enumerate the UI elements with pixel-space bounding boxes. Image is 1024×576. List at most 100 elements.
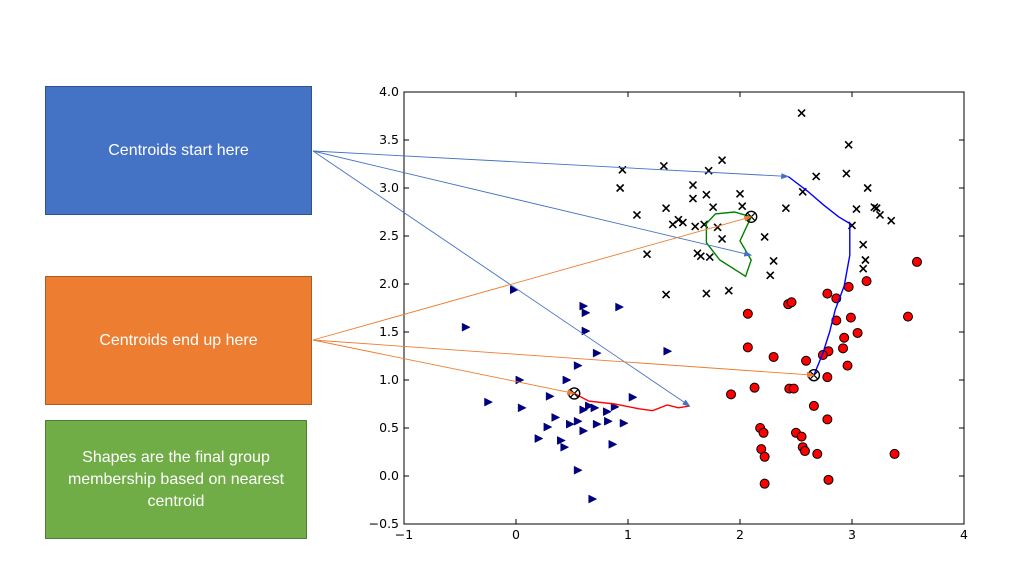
- x-marker-point: [662, 204, 671, 213]
- triangle-marker-point: [592, 348, 602, 358]
- x-marker-point: [616, 183, 625, 193]
- circle-marker-point: [801, 355, 812, 366]
- x-marker-point: [709, 203, 718, 212]
- y-tick-label: 3.0: [379, 180, 399, 195]
- circle-marker-point: [903, 311, 913, 322]
- triangle-marker-point: [619, 418, 629, 428]
- triangle-marker-point: [543, 422, 553, 432]
- x-marker-point: [718, 156, 727, 165]
- circle-marker-point: [796, 431, 807, 442]
- start-arrow: [312, 150, 753, 257]
- x-marker-point: [724, 286, 733, 295]
- triangle-marker-point: [551, 413, 561, 422]
- circle-marker-point: [742, 308, 753, 319]
- triangle-marker-point: [663, 346, 673, 356]
- circle-marker-point: [749, 382, 760, 393]
- start-arrow: [312, 150, 691, 407]
- circle-marker-point: [843, 281, 854, 292]
- triangle-marker-point: [585, 401, 594, 411]
- y-tick-label: 1.5: [379, 324, 399, 339]
- triangle-marker-point: [560, 442, 570, 452]
- triangle-marker-point: [557, 436, 566, 445]
- circle-marker-point: [759, 478, 770, 489]
- x-marker-point: [738, 202, 747, 211]
- x-marker-point: [870, 203, 879, 212]
- x-marker-point: [812, 172, 821, 181]
- centroid-path: [787, 175, 851, 376]
- circle-marker-point: [842, 360, 853, 371]
- x-marker-point: [781, 204, 790, 213]
- circle-marker-point: [852, 327, 863, 338]
- end-arrow: [312, 339, 815, 378]
- triangle-marker-point: [608, 439, 618, 449]
- x-marker-point: [766, 271, 775, 280]
- y-tick-label: 4.0: [379, 84, 399, 99]
- x-marker-point: [875, 210, 885, 219]
- y-tick-label: −0.5: [369, 516, 399, 531]
- triangle-marker-point: [581, 326, 591, 336]
- centroids-end-label: Centroids end up here: [99, 331, 258, 349]
- triangle-marker-point: [573, 361, 583, 371]
- triangle-marker-point: [534, 434, 544, 443]
- circle-marker-point: [822, 288, 833, 299]
- x-marker-point: [713, 223, 722, 232]
- triangle-marker-point: [602, 407, 612, 417]
- x-marker-point: [662, 290, 671, 299]
- triangle-marker-point: [615, 302, 625, 312]
- x-marker-point: [735, 189, 745, 198]
- x-marker-point: [659, 161, 668, 170]
- triangle-marker-point: [604, 416, 613, 426]
- circle-marker-point: [822, 372, 833, 383]
- circle-marker-point: [911, 256, 922, 267]
- triangle-marker-point: [581, 308, 591, 318]
- circle-marker-point: [799, 446, 810, 457]
- triangle-marker-point: [517, 403, 527, 413]
- circle-marker-point: [845, 312, 856, 323]
- shapes-membership-label: Shapes are the final group membership ba…: [67, 448, 285, 510]
- triangle-marker-point: [484, 397, 494, 407]
- circle-marker-point: [839, 332, 850, 343]
- x-marker-point: [702, 190, 711, 199]
- triangle-marker-point: [562, 375, 572, 385]
- triangle-marker-point: [461, 322, 471, 332]
- x-marker-point: [696, 252, 705, 261]
- x-marker-point: [668, 220, 677, 229]
- circle-marker-point: [788, 383, 799, 394]
- y-tick-label: 0.5: [379, 420, 399, 435]
- circle-marker-point: [823, 474, 834, 485]
- triangle-marker-point: [579, 301, 589, 311]
- x-marker-point: [852, 205, 861, 214]
- circle-marker-point: [808, 400, 819, 411]
- x-marker-point: [859, 240, 868, 249]
- centroid-path: [705, 211, 752, 278]
- y-tick-label: 0.0: [379, 468, 399, 483]
- centroids-end-callout: Centroids end up here: [45, 276, 312, 405]
- circle-marker-point: [768, 351, 779, 362]
- x-marker-point: [769, 256, 778, 266]
- x-marker-point: [844, 140, 853, 149]
- centroids-start-label: Centroids start here: [108, 141, 249, 159]
- circle-marker-point: [838, 343, 849, 354]
- x-marker-point: [863, 183, 872, 193]
- triangle-marker-point: [590, 403, 600, 413]
- triangle-marker-point: [545, 391, 555, 401]
- triangle-marker-point: [628, 392, 638, 402]
- circle-marker-point: [889, 448, 900, 459]
- x-marker-point: [872, 204, 881, 213]
- x-marker-point: [887, 216, 896, 225]
- triangle-marker-point: [566, 419, 575, 429]
- triangle-marker-point: [573, 465, 583, 475]
- triangle-marker-point: [573, 416, 583, 426]
- start-arrow: [312, 150, 790, 180]
- x-tick-label: −1: [395, 527, 413, 542]
- x-marker-point: [718, 234, 727, 243]
- x-marker-point: [642, 250, 652, 259]
- x-tick-label: 1: [624, 527, 632, 542]
- x-marker-point: [861, 255, 870, 265]
- x-marker-point: [632, 210, 642, 219]
- x-tick-label: 3: [848, 527, 856, 542]
- end-arrow: [312, 215, 753, 341]
- triangle-marker-point: [610, 402, 620, 412]
- x-marker-point: [688, 181, 698, 190]
